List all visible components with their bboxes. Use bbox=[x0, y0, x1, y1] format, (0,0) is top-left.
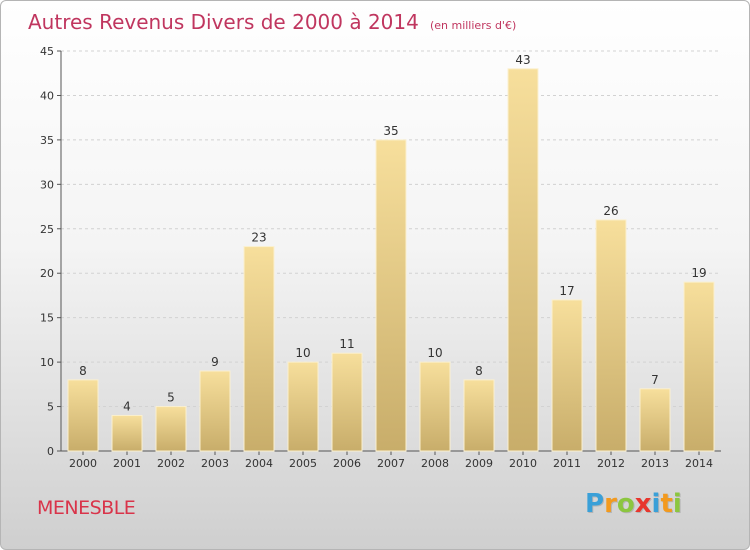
x-tick-label-2014: 2014 bbox=[685, 457, 713, 470]
bar-layer bbox=[67, 68, 715, 452]
y-tick-label-40: 40 bbox=[40, 89, 54, 102]
x-tick-label-2000: 2000 bbox=[69, 457, 97, 470]
bar-2002 bbox=[155, 406, 187, 452]
bar-2006 bbox=[331, 352, 363, 452]
value-label-2014: 19 bbox=[691, 266, 706, 280]
bar-2011 bbox=[551, 299, 583, 452]
y-tick-label-45: 45 bbox=[40, 45, 54, 58]
title-row: Autres Revenus Divers de 2000 à 2014 (en… bbox=[28, 10, 516, 34]
chart-title: Autres Revenus Divers de 2000 à 2014 bbox=[28, 10, 419, 34]
y-tick-label-25: 25 bbox=[40, 223, 54, 236]
value-label-2004: 23 bbox=[251, 231, 266, 245]
bar-2009 bbox=[463, 379, 495, 452]
y-tick-label-5: 5 bbox=[47, 401, 54, 414]
bar-2007 bbox=[375, 139, 407, 452]
x-tick-label-2009: 2009 bbox=[465, 457, 493, 470]
value-label-2012: 26 bbox=[603, 204, 618, 218]
place-name: MENESBLE bbox=[37, 497, 136, 519]
value-label-2007: 35 bbox=[383, 124, 398, 138]
value-label-2005: 10 bbox=[295, 346, 310, 360]
bar-2003 bbox=[199, 370, 231, 452]
x-tick-label-2008: 2008 bbox=[421, 457, 449, 470]
value-label-2010: 43 bbox=[515, 53, 530, 67]
logo-letter: r bbox=[604, 489, 617, 519]
y-tick-label-10: 10 bbox=[40, 356, 54, 369]
bar-2008 bbox=[419, 361, 451, 452]
y-tick-label-0: 0 bbox=[47, 445, 54, 458]
bar-2014 bbox=[683, 281, 715, 452]
value-label-2009: 8 bbox=[475, 364, 483, 378]
value-label-2001: 4 bbox=[123, 399, 131, 413]
value-label-2008: 10 bbox=[427, 346, 442, 360]
bar-2001 bbox=[111, 414, 143, 452]
bar-2000 bbox=[67, 379, 99, 452]
value-label-2003: 9 bbox=[211, 355, 219, 369]
x-tick-label-2001: 2001 bbox=[113, 457, 141, 470]
y-tick-label-35: 35 bbox=[40, 134, 54, 147]
value-label-2000: 8 bbox=[79, 364, 87, 378]
logo-letter: P bbox=[585, 489, 605, 519]
x-tick-label-2003: 2003 bbox=[201, 457, 229, 470]
value-label-2011: 17 bbox=[559, 284, 574, 298]
x-tick-label-2004: 2004 bbox=[245, 457, 273, 470]
label-layer: 8 4 5 9 23 10 11 35 10 8 43 17 26 7 19 bbox=[79, 53, 706, 414]
x-tick-label-2006: 2006 bbox=[333, 457, 361, 470]
bar-2010 bbox=[507, 68, 539, 452]
proxiti-logo: Proxiti bbox=[585, 489, 682, 519]
x-tick-label-2007: 2007 bbox=[377, 457, 405, 470]
bar-2013 bbox=[639, 388, 671, 452]
bar-2012 bbox=[595, 219, 627, 452]
value-label-2006: 11 bbox=[339, 337, 354, 351]
logo-letter: x bbox=[634, 489, 652, 519]
x-tick-label-2011: 2011 bbox=[553, 457, 581, 470]
y-tick-label-20: 20 bbox=[40, 267, 54, 280]
logo-letter: o bbox=[616, 489, 635, 519]
chart-unit: (en milliers d'€) bbox=[429, 19, 517, 32]
x-tick-label-2010: 2010 bbox=[509, 457, 537, 470]
y-tick-label-30: 30 bbox=[40, 178, 54, 191]
logo-letter: i bbox=[672, 489, 682, 519]
bar-2004 bbox=[243, 246, 275, 452]
x-tick-label-2013: 2013 bbox=[641, 457, 669, 470]
logo-letter: i bbox=[651, 489, 661, 519]
value-label-2002: 5 bbox=[167, 391, 175, 405]
y-tick-label-15: 15 bbox=[40, 312, 54, 325]
x-tick-label-2002: 2002 bbox=[157, 457, 185, 470]
bar-2005 bbox=[287, 361, 319, 452]
x-tick-label-2005: 2005 bbox=[289, 457, 317, 470]
logo-letter: t bbox=[660, 489, 673, 519]
x-tick-label-2012: 2012 bbox=[597, 457, 625, 470]
value-label-2013: 7 bbox=[651, 373, 659, 387]
